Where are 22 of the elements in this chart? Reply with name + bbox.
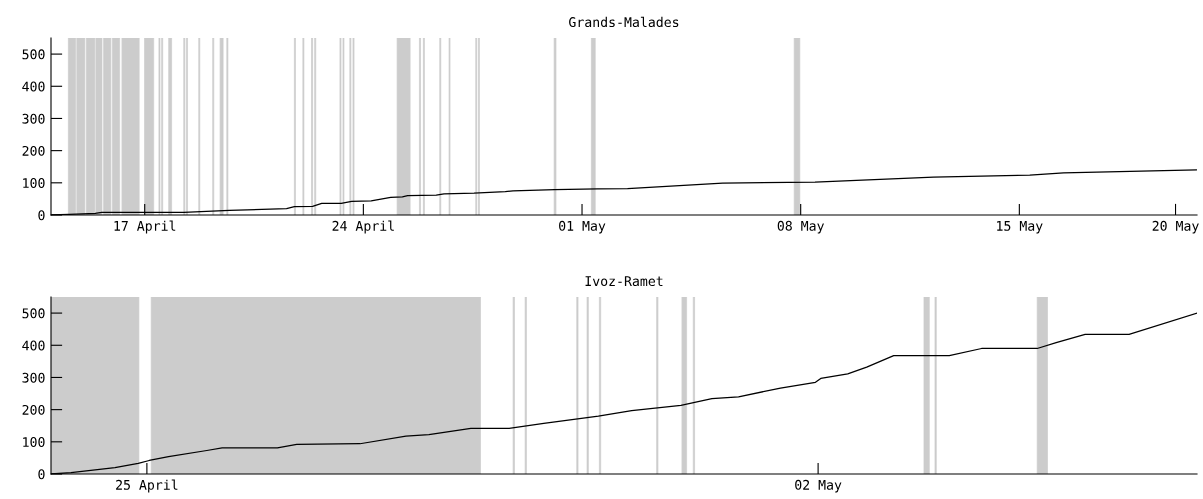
- x-tick-label: 15 May: [997, 221, 1043, 234]
- y-tick-label: 500: [22, 49, 45, 60]
- x-tick-label: 17 April: [114, 220, 176, 234]
- y-tick-label: 200: [22, 145, 45, 156]
- y-tick-label: 300: [22, 372, 45, 383]
- y-tick-label: 400: [22, 340, 45, 351]
- y-tick-label: 300: [22, 113, 45, 124]
- x-tick-label: 01 May: [559, 220, 606, 234]
- y-tick-label: 400: [22, 81, 45, 92]
- chart-title: Ivoz-Ramet: [585, 276, 663, 287]
- y-tick-label: 100: [23, 437, 45, 448]
- x-tick-label: 25 April: [116, 479, 178, 493]
- y-tick-label: 200: [22, 404, 45, 415]
- y-tick-label: 100: [23, 178, 45, 189]
- chart-title: Grands-Malades: [569, 16, 679, 28]
- y-tick-label: 0: [38, 210, 45, 221]
- x-tick-label: 02 May: [795, 479, 842, 493]
- x-tick-label: 24 April: [332, 220, 394, 234]
- y-tick-label: 500: [22, 308, 45, 319]
- x-tick-label: 20 May: [1152, 220, 1199, 234]
- y-tick-label: 0: [38, 469, 45, 480]
- x-tick-label: 08 May: [777, 220, 824, 234]
